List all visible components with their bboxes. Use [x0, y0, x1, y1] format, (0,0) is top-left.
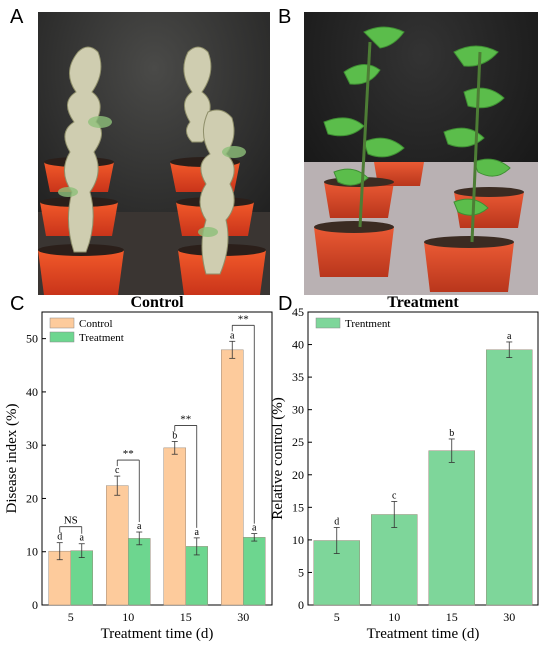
- x-tick-label: 5: [334, 610, 340, 624]
- bar-treatment: [128, 538, 151, 606]
- sig-label: **: [180, 413, 191, 425]
- y-tick-label: 45: [292, 305, 304, 319]
- significance-letter: c: [115, 465, 120, 476]
- plot-frame: [41, 311, 273, 606]
- legend-label: Treatment: [79, 332, 124, 344]
- y-tick-label: 0: [32, 598, 38, 612]
- significance-letter: a: [80, 533, 85, 544]
- bar-control: [221, 349, 244, 606]
- x-axis-label: Treatment time (d): [367, 626, 480, 642]
- photo-control-plants: [38, 12, 270, 295]
- significance-letter: a: [252, 523, 257, 534]
- sig-label: NS: [64, 515, 78, 527]
- x-tick-label: 15: [180, 610, 192, 624]
- bar-trentment: [486, 349, 533, 606]
- y-tick-label: 30: [292, 403, 304, 417]
- bar-treatment: [243, 537, 266, 606]
- legend-swatch: [49, 317, 75, 329]
- x-tick-label: 30: [237, 610, 249, 624]
- significance-letter: a: [195, 527, 200, 538]
- significance-letter: c: [392, 490, 397, 501]
- y-tick-label: 30: [26, 438, 38, 452]
- y-tick-label: 10: [292, 533, 304, 547]
- y-axis-label: Disease index (%): [4, 404, 20, 514]
- plot-frame: [307, 311, 539, 606]
- panel-letter-b: B: [278, 6, 292, 28]
- x-tick-label: 5: [68, 610, 74, 624]
- legend-swatch: [315, 317, 341, 329]
- x-tick-label: 15: [446, 610, 458, 624]
- sig-label: **: [238, 313, 249, 325]
- x-axis-label: Treatment time (d): [101, 626, 214, 642]
- bar-control: [106, 485, 129, 606]
- panel-letter-d: D: [278, 293, 293, 315]
- y-tick-label: 5: [298, 565, 304, 579]
- significance-letter: d: [334, 517, 339, 528]
- chart-title: Control: [130, 294, 184, 311]
- y-tick-label: 40: [26, 385, 38, 399]
- y-tick-label: 20: [26, 491, 38, 505]
- x-tick-label: 10: [388, 610, 400, 624]
- y-tick-label: 35: [292, 370, 304, 384]
- y-tick-label: 50: [26, 332, 38, 346]
- panel-letter-a: A: [10, 6, 24, 28]
- chart-title: Treatment: [387, 294, 459, 311]
- y-tick-label: 20: [292, 468, 304, 482]
- significance-letter: a: [230, 330, 235, 341]
- y-tick-label: 0: [298, 598, 304, 612]
- x-tick-label: 30: [503, 610, 515, 624]
- sig-label: **: [123, 448, 134, 460]
- legend-label: Trentment: [345, 318, 390, 330]
- bar-trentment: [428, 450, 475, 606]
- photo-treated-plants: [304, 12, 538, 295]
- legend-swatch: [49, 331, 75, 343]
- significance-letter: b: [449, 428, 454, 439]
- y-tick-label: 25: [292, 435, 304, 449]
- y-tick-label: 10: [26, 545, 38, 559]
- x-tick-label: 10: [122, 610, 134, 624]
- panel-letter-c: C: [10, 293, 25, 315]
- y-tick-label: 15: [292, 500, 304, 514]
- y-axis-label: Relative control (%): [270, 397, 286, 519]
- significance-letter: d: [57, 532, 62, 543]
- significance-letter: b: [172, 430, 177, 441]
- legend-label: Control: [79, 318, 113, 330]
- significance-letter: a: [137, 521, 142, 532]
- bar-control: [163, 447, 186, 606]
- y-tick-label: 40: [292, 338, 304, 352]
- bar-treatment: [70, 550, 93, 606]
- significance-letter: a: [507, 331, 512, 342]
- bar-trentment: [371, 514, 418, 606]
